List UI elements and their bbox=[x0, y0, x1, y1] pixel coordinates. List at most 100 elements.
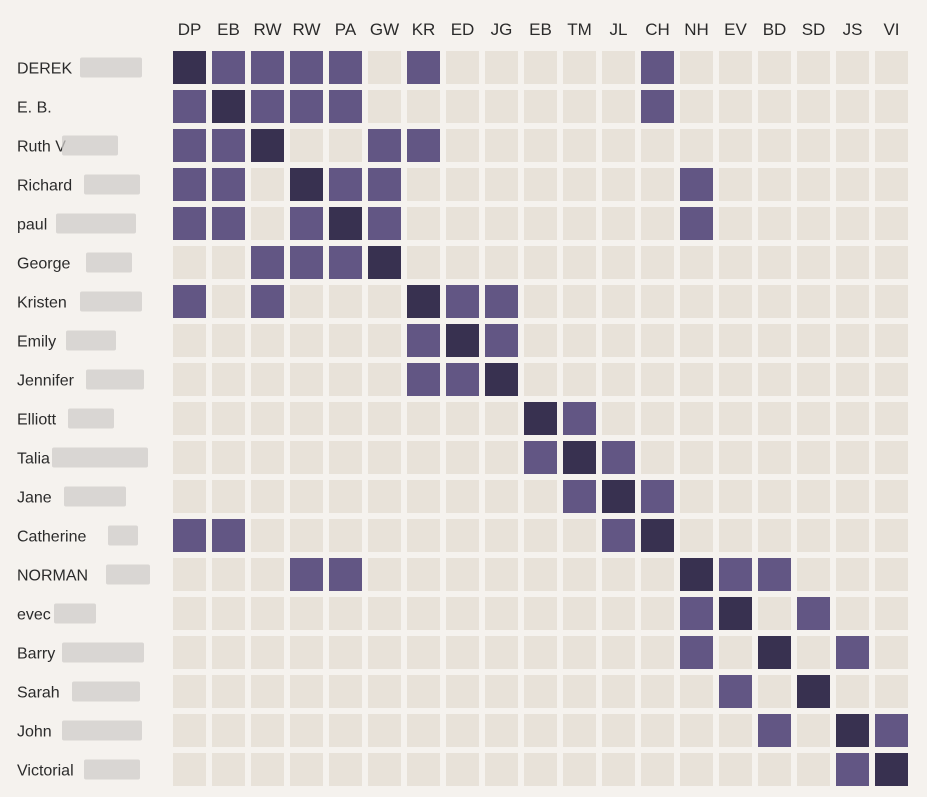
matrix-cell bbox=[173, 714, 206, 747]
matrix-cell bbox=[368, 129, 401, 162]
matrix-cell bbox=[212, 207, 245, 240]
matrix-cell bbox=[446, 519, 479, 552]
matrix-cell bbox=[758, 285, 791, 318]
matrix-cell bbox=[836, 207, 869, 240]
matrix-cell bbox=[212, 675, 245, 708]
matrix-cell bbox=[875, 402, 908, 435]
matrix-cell bbox=[290, 90, 323, 123]
column-label: GW bbox=[370, 20, 399, 39]
matrix-cell bbox=[368, 636, 401, 669]
matrix-cell bbox=[524, 753, 557, 786]
matrix-cell bbox=[446, 636, 479, 669]
matrix-cell bbox=[251, 558, 284, 591]
matrix-cell bbox=[563, 558, 596, 591]
matrix-cell bbox=[446, 285, 479, 318]
matrix-cell bbox=[212, 636, 245, 669]
matrix-cell bbox=[680, 363, 713, 396]
matrix-cell bbox=[563, 51, 596, 84]
column-label: JS bbox=[843, 20, 863, 39]
matrix-cell bbox=[797, 129, 830, 162]
matrix-cell bbox=[797, 324, 830, 357]
matrix-cell bbox=[758, 441, 791, 474]
matrix-cell bbox=[875, 90, 908, 123]
matrix-cell bbox=[524, 441, 557, 474]
matrix-cell bbox=[797, 51, 830, 84]
matrix-cell bbox=[563, 90, 596, 123]
matrix-cell bbox=[797, 402, 830, 435]
matrix-cell bbox=[797, 636, 830, 669]
matrix-cell bbox=[641, 441, 674, 474]
matrix-cells bbox=[173, 51, 908, 786]
row-label: Catherine bbox=[17, 529, 86, 546]
matrix-cell bbox=[563, 129, 596, 162]
matrix-cell bbox=[836, 90, 869, 123]
matrix-cell bbox=[446, 129, 479, 162]
matrix-cell bbox=[485, 558, 518, 591]
matrix-cell bbox=[524, 402, 557, 435]
matrix-cell bbox=[407, 597, 440, 630]
matrix-cell bbox=[797, 168, 830, 201]
matrix-cell bbox=[875, 441, 908, 474]
redacted-name-blur bbox=[66, 330, 116, 351]
matrix-cell bbox=[173, 675, 206, 708]
matrix-cell bbox=[719, 441, 752, 474]
row-label: Emily bbox=[17, 334, 56, 351]
matrix-cell bbox=[251, 129, 284, 162]
matrix-cell bbox=[368, 363, 401, 396]
matrix-cell bbox=[524, 285, 557, 318]
matrix-cell bbox=[758, 129, 791, 162]
matrix-cell bbox=[875, 285, 908, 318]
matrix-cell bbox=[563, 480, 596, 513]
matrix-cell bbox=[563, 246, 596, 279]
row-label: Richard bbox=[17, 178, 72, 195]
matrix-cell bbox=[602, 168, 635, 201]
matrix-cell bbox=[251, 51, 284, 84]
matrix-cell bbox=[407, 714, 440, 747]
matrix-cell bbox=[524, 636, 557, 669]
matrix-cell bbox=[407, 168, 440, 201]
matrix-cell bbox=[173, 129, 206, 162]
matrix-cell bbox=[836, 51, 869, 84]
redacted-name-blur bbox=[86, 369, 144, 390]
matrix-cell bbox=[602, 324, 635, 357]
matrix-cell bbox=[251, 519, 284, 552]
matrix-cell bbox=[602, 363, 635, 396]
matrix-cell bbox=[524, 519, 557, 552]
matrix-cell bbox=[836, 168, 869, 201]
matrix-cell bbox=[680, 753, 713, 786]
matrix-cell bbox=[563, 363, 596, 396]
matrix-cell bbox=[485, 246, 518, 279]
matrix-cell bbox=[797, 558, 830, 591]
matrix-cell bbox=[875, 129, 908, 162]
matrix-cell bbox=[485, 168, 518, 201]
matrix-cell bbox=[836, 441, 869, 474]
matrix-cell bbox=[836, 753, 869, 786]
matrix-cell bbox=[680, 129, 713, 162]
matrix-cell bbox=[602, 51, 635, 84]
matrix-cell bbox=[875, 558, 908, 591]
matrix-cell bbox=[407, 402, 440, 435]
matrix-cell bbox=[524, 714, 557, 747]
matrix-cell bbox=[602, 129, 635, 162]
matrix-cell bbox=[212, 441, 245, 474]
matrix-cell bbox=[212, 597, 245, 630]
matrix-cell bbox=[329, 324, 362, 357]
redacted-name-blur bbox=[54, 603, 96, 624]
matrix-cell bbox=[680, 441, 713, 474]
matrix-cell bbox=[563, 597, 596, 630]
redacted-name-blur bbox=[72, 681, 140, 702]
matrix-cell bbox=[407, 51, 440, 84]
redacted-name-blur bbox=[68, 408, 114, 429]
matrix-cell bbox=[368, 207, 401, 240]
matrix-cell bbox=[836, 402, 869, 435]
matrix-cell bbox=[680, 558, 713, 591]
matrix-cell bbox=[875, 168, 908, 201]
matrix-cell bbox=[758, 675, 791, 708]
matrix-cell bbox=[797, 246, 830, 279]
row-label: Victorial bbox=[17, 763, 74, 780]
matrix-cell bbox=[875, 519, 908, 552]
matrix-cell bbox=[875, 480, 908, 513]
matrix-cell bbox=[602, 441, 635, 474]
matrix-cell bbox=[446, 363, 479, 396]
matrix-cell bbox=[641, 129, 674, 162]
